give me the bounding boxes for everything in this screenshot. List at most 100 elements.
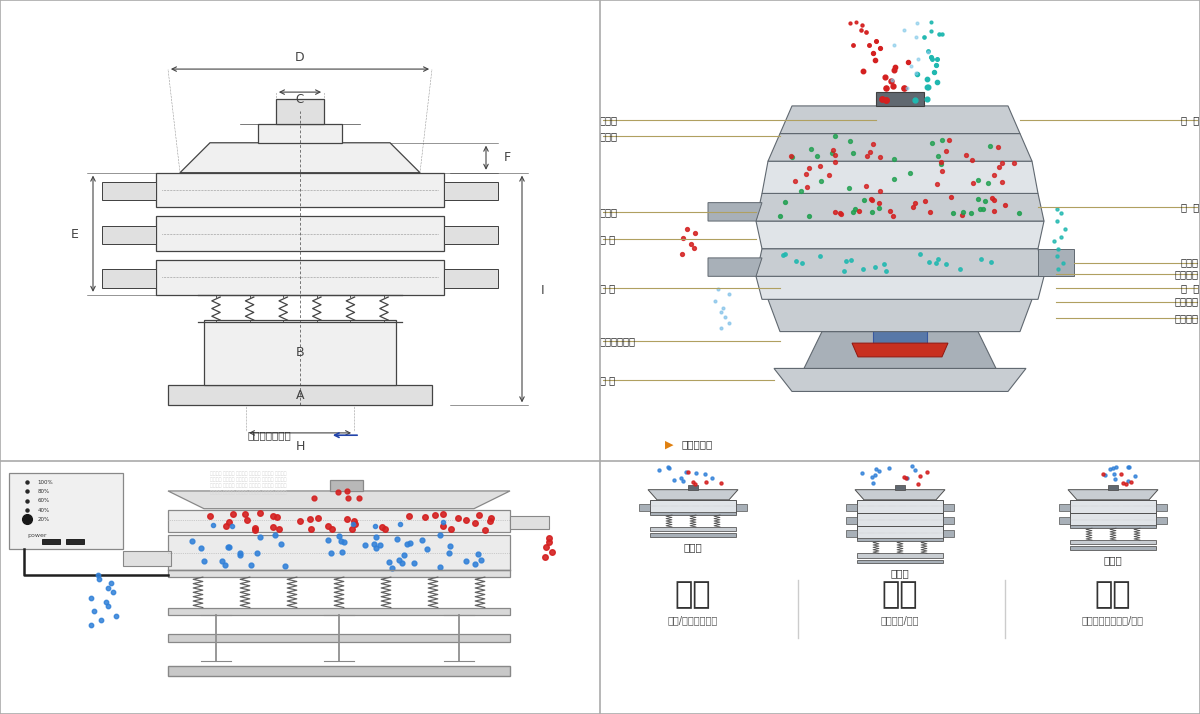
Text: 机 座: 机 座	[600, 375, 616, 385]
Text: F: F	[504, 151, 510, 164]
Bar	[1070, 526, 1157, 528]
Bar	[168, 385, 432, 406]
Bar	[444, 269, 498, 288]
Bar	[168, 510, 510, 531]
Text: D: D	[295, 51, 305, 64]
Text: 弹 簧: 弹 簧	[600, 283, 616, 293]
Bar	[1157, 517, 1166, 524]
Text: 去除液体中的颗粒/异物: 去除液体中的颗粒/异物	[1082, 615, 1144, 625]
Bar	[857, 553, 943, 558]
Text: 运输固定螺栓: 运输固定螺栓	[600, 336, 636, 346]
Bar	[204, 320, 396, 385]
Text: 结构示意图: 结构示意图	[682, 439, 713, 449]
Text: 过滤: 过滤	[882, 580, 918, 609]
Bar	[857, 500, 943, 513]
Polygon shape	[768, 299, 1032, 331]
Bar	[846, 504, 857, 511]
Polygon shape	[854, 490, 946, 500]
Bar	[510, 516, 550, 529]
Bar	[846, 517, 857, 524]
Bar	[1070, 513, 1157, 526]
Polygon shape	[708, 258, 762, 276]
Bar	[650, 527, 736, 531]
Bar	[846, 530, 857, 538]
Text: power: power	[28, 533, 47, 538]
Bar	[444, 226, 498, 244]
Polygon shape	[180, 143, 420, 173]
Bar	[857, 538, 943, 541]
Bar	[330, 480, 364, 491]
Polygon shape	[1068, 490, 1158, 500]
Bar	[1157, 504, 1166, 511]
Polygon shape	[852, 343, 948, 357]
Bar	[640, 504, 650, 511]
Bar	[737, 504, 746, 511]
Text: ▶: ▶	[665, 439, 673, 449]
Text: 筛  网: 筛 网	[1181, 115, 1199, 125]
Text: 出料口: 出料口	[600, 207, 618, 217]
Bar	[10, 473, 124, 549]
Bar	[876, 92, 924, 106]
Text: 外形尺寸 外形尺寸 外形尺寸 外形尺寸 外形尺寸 外形尺寸: 外形尺寸 外形尺寸 外形尺寸 外形尺寸 外形尺寸 外形尺寸	[210, 471, 287, 476]
Polygon shape	[756, 221, 1044, 248]
Bar	[42, 538, 60, 544]
Text: 加重块: 加重块	[1181, 258, 1199, 268]
Bar	[102, 269, 156, 288]
Text: 外形尺寸 外形尺寸 外形尺寸 外形尺寸 外形尺寸 外形尺寸: 外形尺寸 外形尺寸 外形尺寸 外形尺寸 外形尺寸 外形尺寸	[210, 490, 287, 495]
Polygon shape	[708, 203, 762, 221]
Text: 外形尺寸 外形尺寸 外形尺寸 外形尺寸 外形尺寸 外形尺寸: 外形尺寸 外形尺寸 外形尺寸 外形尺寸 外形尺寸 外形尺寸	[210, 477, 287, 482]
Bar	[943, 517, 954, 524]
Bar	[258, 124, 342, 143]
Text: C: C	[296, 93, 304, 106]
Bar	[122, 550, 170, 565]
Bar	[102, 226, 156, 244]
Text: 双层式: 双层式	[1104, 555, 1122, 565]
Bar	[895, 485, 906, 490]
Bar	[943, 504, 954, 511]
Polygon shape	[756, 193, 1044, 221]
Bar	[168, 570, 510, 577]
Bar	[1070, 500, 1157, 513]
Text: 40%: 40%	[37, 508, 49, 513]
Text: A: A	[295, 388, 305, 402]
Bar	[1060, 504, 1070, 511]
Text: 20%: 20%	[37, 517, 49, 522]
Bar	[1070, 540, 1157, 545]
Text: 100%: 100%	[37, 480, 53, 485]
Polygon shape	[756, 248, 1044, 276]
Polygon shape	[780, 106, 1020, 134]
Polygon shape	[774, 368, 1026, 391]
Text: H: H	[295, 441, 305, 453]
Bar	[650, 512, 736, 515]
Bar	[1070, 546, 1157, 550]
Bar	[156, 173, 444, 207]
Polygon shape	[168, 491, 510, 508]
Bar	[857, 526, 943, 539]
Text: 分级: 分级	[674, 580, 712, 609]
Bar	[1060, 517, 1070, 524]
Bar	[102, 182, 156, 201]
Text: 单层式: 单层式	[684, 542, 702, 552]
Text: 80%: 80%	[37, 489, 49, 494]
Bar	[66, 538, 84, 544]
Bar	[156, 260, 444, 295]
Text: 外形尺寸 外形尺寸 外形尺寸 外形尺寸 外形尺寸 外形尺寸: 外形尺寸 外形尺寸 外形尺寸 外形尺寸 外形尺寸 外形尺寸	[210, 483, 287, 488]
Polygon shape	[804, 331, 996, 368]
Text: 网  架: 网 架	[1181, 202, 1199, 212]
Text: 进料口: 进料口	[600, 115, 618, 125]
Bar	[866, 281, 934, 290]
Bar	[650, 533, 736, 537]
Bar	[874, 281, 928, 355]
Text: 三层式: 三层式	[890, 568, 910, 578]
Text: 上部重锤: 上部重锤	[1175, 269, 1199, 279]
Bar	[444, 182, 498, 201]
Polygon shape	[756, 276, 1044, 299]
Bar	[168, 634, 510, 642]
Bar	[168, 536, 510, 570]
Text: 下部重锤: 下部重锤	[1175, 313, 1199, 323]
Bar	[168, 608, 510, 615]
Text: 筛  盘: 筛 盘	[1181, 283, 1199, 293]
Text: 防尘盖: 防尘盖	[600, 131, 618, 141]
Bar	[943, 530, 954, 538]
Text: 60%: 60%	[37, 498, 49, 503]
